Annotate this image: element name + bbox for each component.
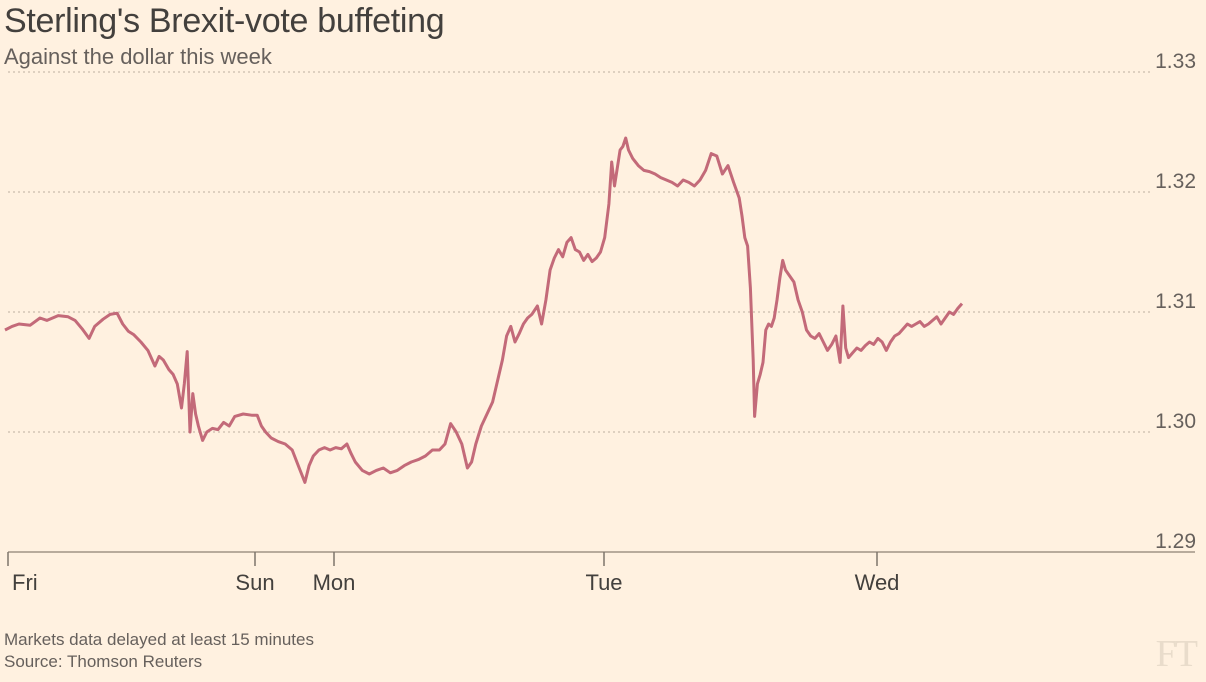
ft-logo: FT xyxy=(1155,633,1198,675)
y-tick-label: 1.33 xyxy=(1155,50,1196,73)
x-tick-label: Sun xyxy=(235,570,274,595)
y-tick-label: 1.31 xyxy=(1155,290,1196,313)
footnote-delay: Markets data delayed at least 15 minutes xyxy=(4,630,314,649)
x-tick-label: Fri xyxy=(12,570,38,595)
y-axis-ticks: 1.29 1.30 1.31 1.32 1.33 xyxy=(1155,50,1196,553)
x-tick-label: Wed xyxy=(855,570,900,595)
footnote-source: Source: Thomson Reuters xyxy=(4,652,203,671)
chart-subtitle: Against the dollar this week xyxy=(4,44,272,69)
x-tick-label: Mon xyxy=(313,570,356,595)
y-tick-label: 1.29 xyxy=(1155,530,1196,553)
y-tick-label: 1.30 xyxy=(1155,410,1196,433)
x-tick-label: Tue xyxy=(585,570,622,595)
series-line-gbp-usd xyxy=(4,136,964,484)
chart-title: Sterling's Brexit-vote buffeting xyxy=(4,2,445,40)
y-tick-label: 1.32 xyxy=(1155,170,1196,193)
series-layer xyxy=(4,136,964,484)
x-axis: Fri Sun Mon Tue Wed xyxy=(7,551,1195,595)
